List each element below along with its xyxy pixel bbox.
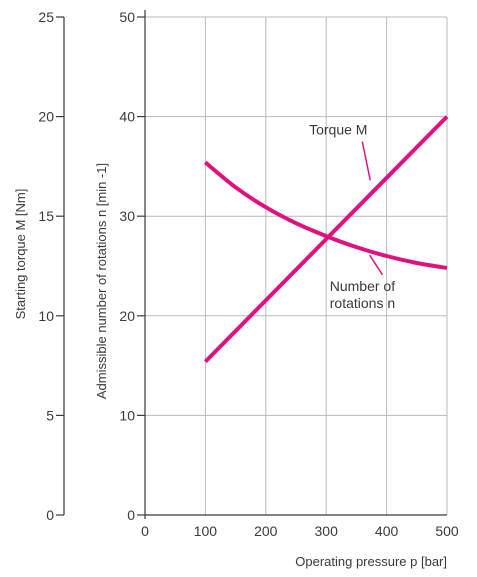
annotation-leader-rotations: [369, 254, 384, 276]
y-left-tick-label: 25: [38, 9, 54, 25]
y-right-axis-label: Admissible number of rotations n [min -1…: [94, 163, 109, 399]
y-right-tick-label: 20: [119, 308, 135, 324]
y-left-tick-label: 15: [38, 208, 54, 224]
y-right-tick-label: 50: [119, 9, 135, 25]
annotation-label-torque: Torque M: [309, 122, 367, 138]
y-left-axis-label: Starting torque M [Nm]: [13, 189, 28, 320]
x-tick-label: 100: [194, 523, 218, 539]
y-left-tick-label: 0: [46, 507, 54, 523]
x-axis-label: Operating pressure p [bar]: [295, 554, 447, 569]
y-right-tick-label: 10: [119, 407, 135, 423]
x-tick-label: 200: [254, 523, 278, 539]
x-tick-label: 0: [141, 523, 149, 539]
x-tick-label: 400: [375, 523, 399, 539]
y-left-tick-label: 10: [38, 308, 54, 324]
annotation-label-rotations: Number of: [330, 278, 395, 294]
y-right-tick-label: 40: [119, 109, 135, 125]
series-line-rotations: [204, 160, 448, 270]
y-right-tick-label: 30: [119, 208, 135, 224]
x-tick-label: 500: [435, 523, 459, 539]
annotation-leader-torque: [361, 141, 372, 181]
series-line-torque: [203, 115, 449, 364]
annotation-label-rotations: rotations n: [330, 295, 395, 311]
x-tick-label: 300: [315, 523, 339, 539]
y-right-tick-label: 0: [127, 507, 135, 523]
y-left-tick-label: 20: [38, 109, 54, 125]
y-left-tick-label: 5: [46, 407, 54, 423]
